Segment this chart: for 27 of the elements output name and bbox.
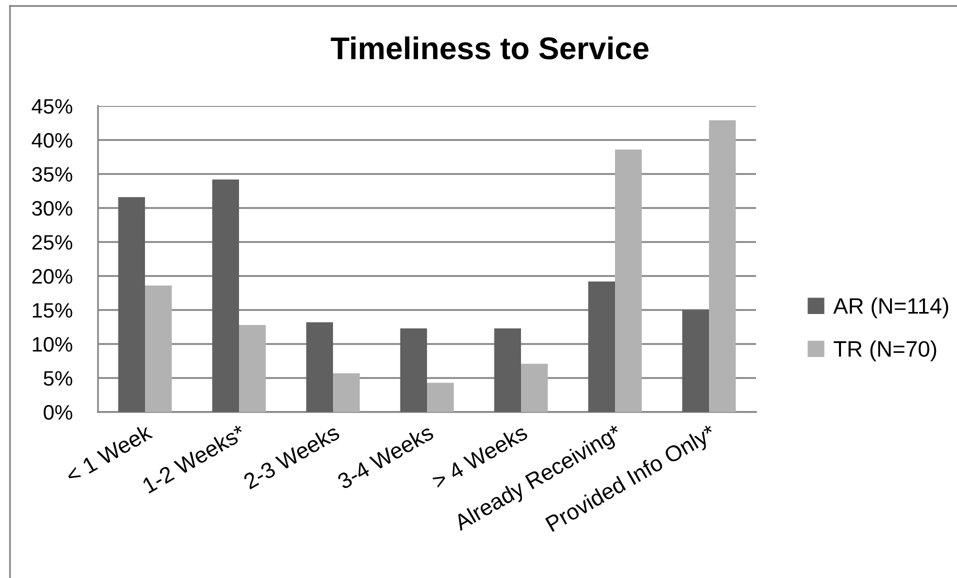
y-tick-label: 45% bbox=[32, 99, 72, 114]
y-tick-label: 40% bbox=[32, 133, 72, 148]
bar bbox=[118, 197, 145, 412]
legend-label: AR (N=114) bbox=[833, 298, 948, 318]
bar bbox=[400, 328, 427, 412]
bar bbox=[521, 364, 548, 412]
legend-label: TR (N=70) bbox=[834, 340, 936, 362]
y-tick-label: 20% bbox=[32, 269, 72, 284]
bar bbox=[588, 281, 615, 412]
bar bbox=[427, 382, 454, 412]
bar bbox=[239, 324, 266, 412]
bar bbox=[145, 286, 172, 412]
y-tick-label: 25% bbox=[32, 235, 72, 250]
bar bbox=[494, 328, 521, 412]
bar bbox=[212, 179, 239, 412]
bar bbox=[709, 120, 736, 412]
y-tick-label: 30% bbox=[32, 201, 72, 216]
chart-title: Timeliness to Service bbox=[330, 36, 648, 60]
bar bbox=[306, 322, 333, 412]
y-tick-label: 35% bbox=[32, 167, 72, 182]
bar bbox=[682, 310, 709, 412]
bar bbox=[615, 150, 642, 412]
y-tick-label: 10% bbox=[32, 337, 72, 352]
bar bbox=[333, 373, 360, 412]
y-tick-label: 5% bbox=[44, 371, 72, 386]
y-tick-label: 15% bbox=[32, 303, 72, 318]
y-tick-label: 0% bbox=[44, 405, 72, 420]
